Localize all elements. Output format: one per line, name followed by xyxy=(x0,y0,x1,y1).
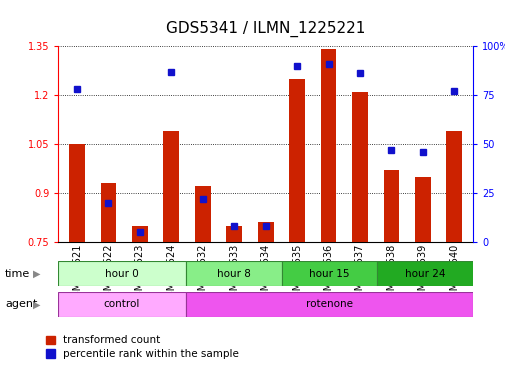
Bar xyxy=(226,226,241,242)
Bar xyxy=(383,170,398,242)
Bar xyxy=(69,144,85,242)
Text: hour 24: hour 24 xyxy=(404,268,444,279)
Text: control: control xyxy=(104,299,140,310)
Bar xyxy=(185,261,281,286)
Text: agent: agent xyxy=(5,299,37,310)
Bar xyxy=(257,222,273,242)
Bar xyxy=(163,131,179,242)
Bar xyxy=(351,92,367,242)
Bar xyxy=(100,183,116,242)
Text: hour 0: hour 0 xyxy=(105,268,139,279)
Bar xyxy=(320,50,336,242)
Bar xyxy=(194,187,210,242)
Text: hour 8: hour 8 xyxy=(216,268,250,279)
Bar xyxy=(185,292,472,317)
Bar xyxy=(132,226,147,242)
Bar xyxy=(58,292,185,317)
Bar xyxy=(289,79,305,242)
Bar xyxy=(445,131,461,242)
Text: GDS5341 / ILMN_1225221: GDS5341 / ILMN_1225221 xyxy=(166,21,365,37)
Text: ▶: ▶ xyxy=(33,268,40,279)
Text: ▶: ▶ xyxy=(33,299,40,310)
Text: hour 15: hour 15 xyxy=(309,268,349,279)
Text: time: time xyxy=(5,268,30,279)
Text: rotenone: rotenone xyxy=(306,299,352,310)
Legend: transformed count, percentile rank within the sample: transformed count, percentile rank withi… xyxy=(45,336,239,359)
Bar xyxy=(281,261,377,286)
Bar xyxy=(414,177,430,242)
Bar xyxy=(377,261,472,286)
Bar xyxy=(58,261,185,286)
